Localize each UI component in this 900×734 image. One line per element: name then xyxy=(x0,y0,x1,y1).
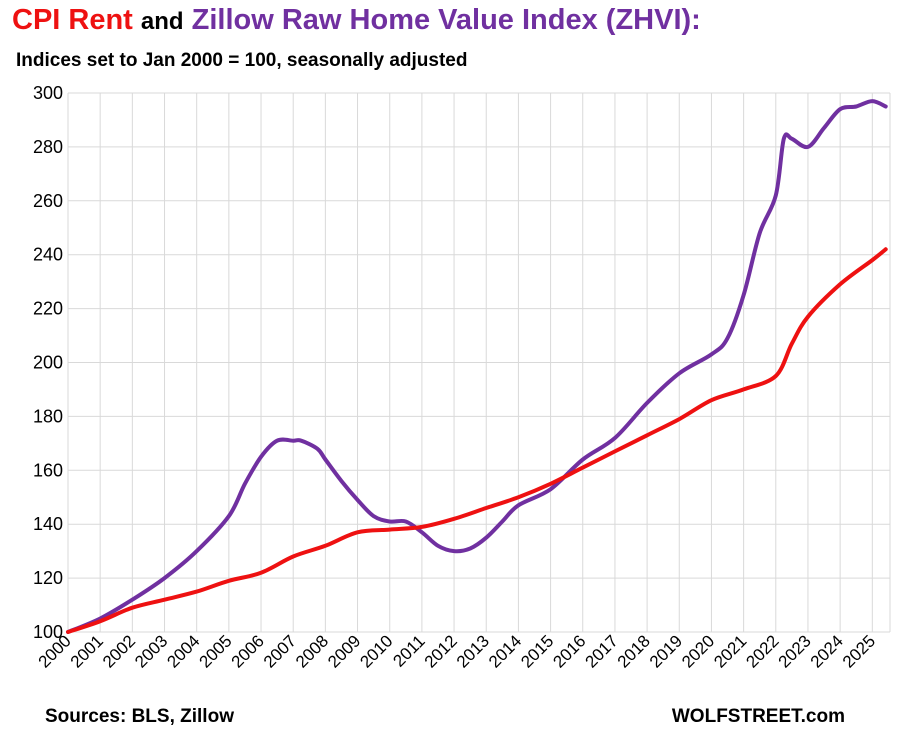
title-cpi-rent: CPI Rent xyxy=(12,4,133,36)
y-tick-label: 140 xyxy=(33,514,63,534)
y-tick-label: 280 xyxy=(33,137,63,157)
y-tick-label: 260 xyxy=(33,191,63,211)
x-tick-label: 2010 xyxy=(356,631,396,671)
x-tick-label: 2001 xyxy=(67,631,107,671)
source-note: Sources: BLS, Zillow xyxy=(45,706,234,727)
x-tick-label: 2014 xyxy=(485,631,525,671)
y-tick-label: 120 xyxy=(33,568,63,588)
chart-subtitle: Indices set to Jan 2000 = 100, seasonall… xyxy=(16,50,468,71)
chart-title: CPI Rent and Zillow Raw Home Value Index… xyxy=(12,4,701,37)
x-tick-label: 2024 xyxy=(807,631,847,671)
y-tick-label: 160 xyxy=(33,460,63,480)
title-and: and xyxy=(140,8,184,35)
x-tick-label: 2022 xyxy=(742,631,782,671)
x-tick-label: 2020 xyxy=(678,631,718,671)
y-axis-ticks: 100 120 140 160 180 200 220 240 260 280 300 xyxy=(33,83,63,642)
x-tick-label: 2008 xyxy=(292,631,332,671)
grid-lines xyxy=(67,92,891,633)
zhvi-line xyxy=(66,99,888,634)
x-tick-label: 2021 xyxy=(710,631,750,671)
x-tick-label: 2002 xyxy=(99,631,139,671)
x-tick-label: 2003 xyxy=(131,631,171,671)
y-tick-label: 100 xyxy=(33,622,63,642)
x-tick-label: 2011 xyxy=(389,631,428,670)
x-tick-label: 2013 xyxy=(453,631,493,671)
y-tick-label: 180 xyxy=(33,406,63,426)
x-axis-ticks: 2000200120022003200420052006200720082009… xyxy=(35,631,879,671)
x-tick-label: 2018 xyxy=(614,631,654,671)
series-lines xyxy=(66,99,888,634)
x-tick-label: 2004 xyxy=(163,631,203,671)
x-tick-label: 2023 xyxy=(775,631,815,671)
x-tick-label: 2017 xyxy=(582,631,622,671)
x-tick-label: 2015 xyxy=(517,631,557,671)
y-tick-label: 240 xyxy=(33,245,63,265)
x-tick-label: 2007 xyxy=(260,631,300,671)
brand-label: WOLFSTREET.com xyxy=(671,706,845,727)
y-tick-label: 300 xyxy=(33,83,63,103)
y-tick-label: 220 xyxy=(33,299,63,319)
x-tick-label: 2025 xyxy=(839,631,879,671)
x-tick-label: 2016 xyxy=(549,631,589,671)
cpi-rent-line xyxy=(66,247,888,634)
x-tick-label: 2005 xyxy=(196,631,236,671)
y-tick-label: 200 xyxy=(33,353,63,373)
title-zhvi: Zillow Raw Home Value Index (ZHVI): xyxy=(191,4,701,36)
x-tick-label: 2006 xyxy=(228,631,268,671)
x-tick-label: 2012 xyxy=(421,631,461,671)
x-tick-label: 2009 xyxy=(324,631,364,671)
x-tick-label: 2019 xyxy=(646,631,686,671)
